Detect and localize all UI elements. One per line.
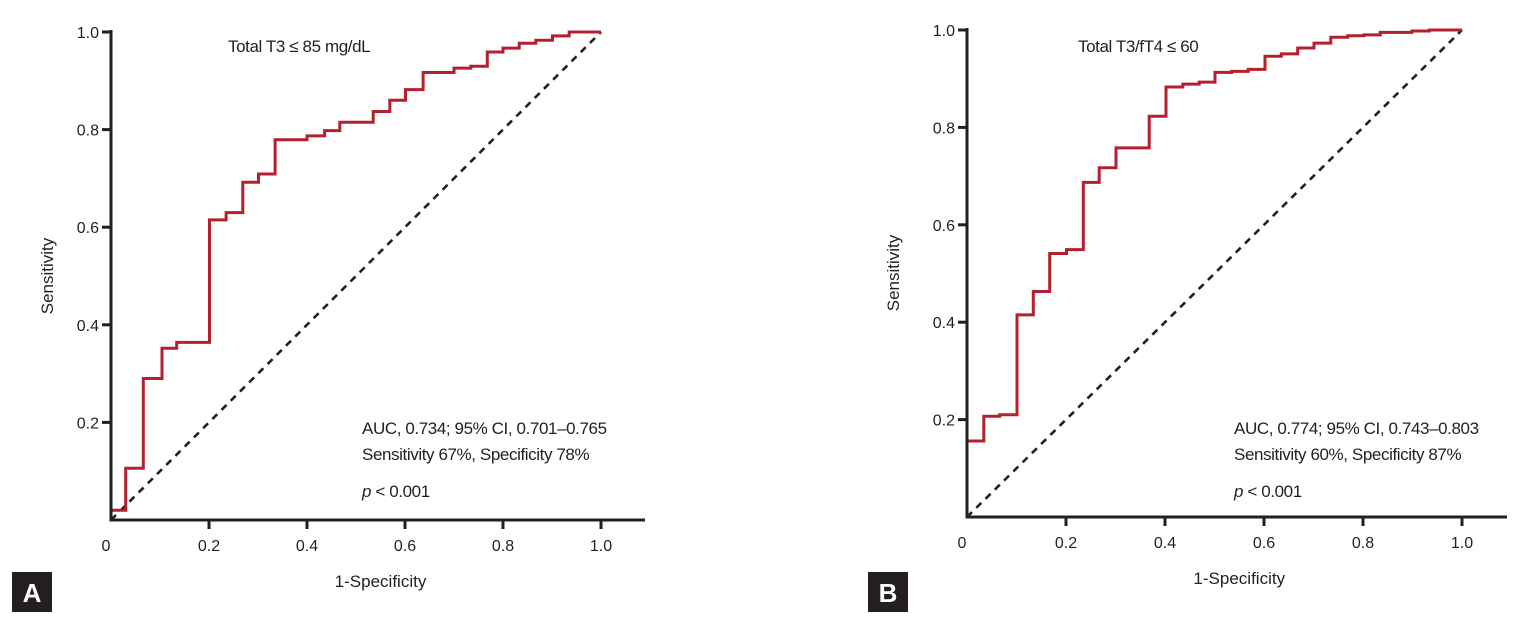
- y-tick-label: 0.2: [77, 415, 99, 432]
- p-value: < 0.001: [371, 482, 430, 501]
- chart-title: Total T3/fT4 ≤ 60: [1078, 37, 1198, 56]
- roc-panel-b: 0.2 0.4 0.6 0.8 1.0 0 0.2 0.4 0.6 0.8 1.0 1-Specifi…: [868, 23, 1507, 612]
- y-tick-label: 0.8: [933, 120, 955, 137]
- x-tick-label: 0.2: [198, 538, 220, 555]
- x-tick-label: 1.0: [590, 538, 612, 555]
- x-tick-label: 0: [102, 538, 111, 555]
- x-tick-label: 0.8: [492, 538, 514, 555]
- y-tick-label: 0.8: [77, 123, 99, 140]
- roc-curve: [109, 30, 601, 520]
- p-symbol: p: [1233, 482, 1243, 501]
- x-tick-label: 0.4: [296, 538, 318, 555]
- roc-curve: [965, 28, 1462, 517]
- auc-annotation: AUC, 0.774; 95% CI, 0.743–0.803: [1234, 419, 1479, 438]
- auc-annotation: AUC, 0.734; 95% CI, 0.701–0.765: [362, 419, 607, 438]
- chart-title: Total T3 ≤ 85 mg/dL: [228, 37, 370, 56]
- y-tick-label: 0.4: [77, 318, 99, 335]
- y-tick-label: 0.6: [77, 220, 99, 237]
- roc-panel-a: 0.2 0.4 0.6 0.8 1.0 0 0.2 0.4 0.6 0.8 1.0 1-Specifi…: [12, 25, 645, 612]
- x-axis-label: 1-Specificity: [1193, 569, 1285, 588]
- y-axis-label: Sensitivity: [884, 234, 903, 311]
- panel-label-box: [868, 572, 908, 612]
- p-value-annotation: p < 0.001: [361, 482, 430, 501]
- panel-label: B: [879, 578, 898, 608]
- x-tick-label: 0.4: [1154, 535, 1176, 552]
- p-value: < 0.001: [1243, 482, 1302, 501]
- panel-label-box: [12, 572, 52, 612]
- x-tick-label: 0.2: [1055, 535, 1077, 552]
- reference-diagonal-line: [110, 31, 602, 521]
- panel-label: A: [23, 578, 42, 608]
- x-tick-label: 1.0: [1451, 535, 1473, 552]
- y-tick-label: 1.0: [933, 23, 955, 40]
- y-tick-label: 0.2: [933, 413, 955, 430]
- sens-spec-annotation: Sensitivity 60%, Specificity 87%: [1234, 445, 1461, 464]
- x-tick-label: 0.6: [394, 538, 416, 555]
- sens-spec-annotation: Sensitivity 67%, Specificity 78%: [362, 445, 589, 464]
- y-axis-label: Sensitivity: [38, 237, 57, 314]
- y-tick-label: 0.4: [933, 315, 955, 332]
- p-value-annotation: p < 0.001: [1233, 482, 1302, 501]
- reference-diagonal-line: [966, 29, 1463, 518]
- y-tick-label: 1.0: [77, 25, 99, 42]
- x-axis-label: 1-Specificity: [335, 572, 427, 591]
- x-tick-label: 0.6: [1253, 535, 1275, 552]
- y-tick-label: 0.6: [933, 218, 955, 235]
- p-symbol: p: [361, 482, 371, 501]
- x-tick-label: 0.8: [1352, 535, 1374, 552]
- x-tick-label: 0: [958, 535, 967, 552]
